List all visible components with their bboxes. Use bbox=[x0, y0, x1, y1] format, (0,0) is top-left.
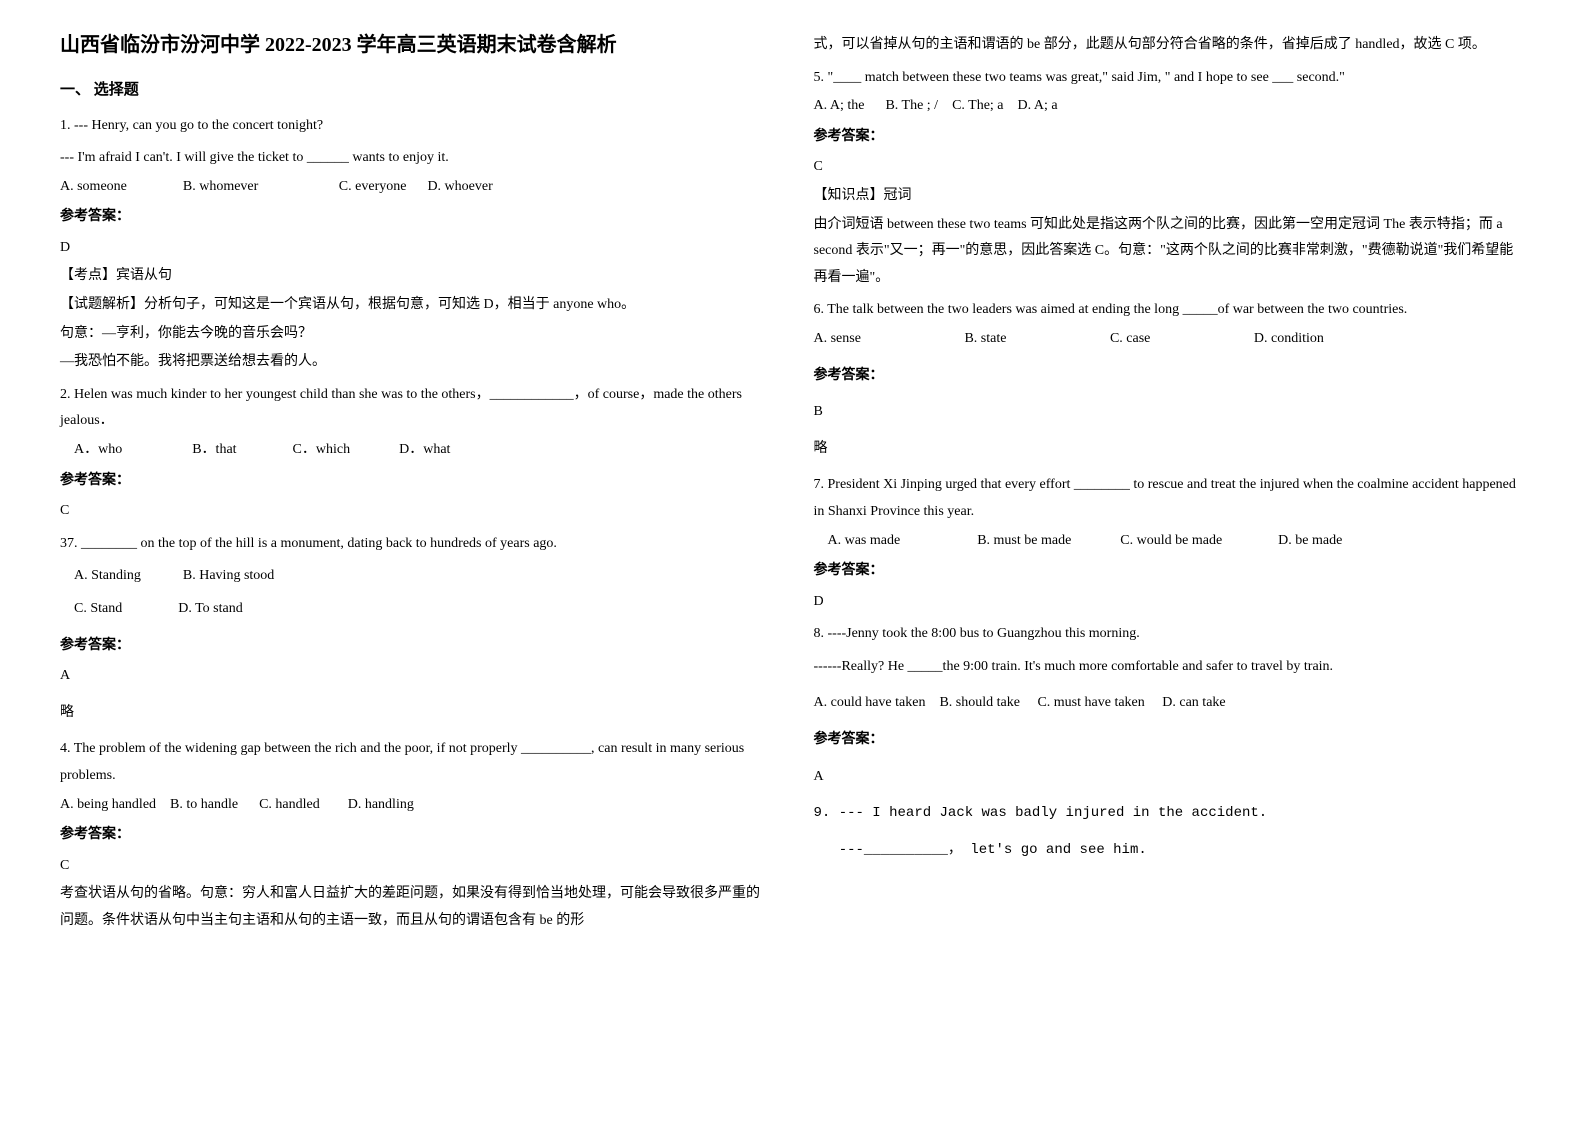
q1-answer-label: 参考答案： bbox=[60, 204, 774, 231]
q5-exp1: 【知识点】冠词 bbox=[814, 183, 1528, 210]
q5-exp2: 由介词短语 between these two teams 可知此处是指这两个队… bbox=[814, 212, 1528, 292]
q5-answer-label: 参考答案： bbox=[814, 124, 1528, 151]
q37-answer: A bbox=[60, 663, 774, 690]
q8-line1: 8. ----Jenny took the 8:00 bus to Guangz… bbox=[814, 621, 1528, 648]
q37-text: 37. ________ on the top of the hill is a… bbox=[60, 531, 774, 558]
q37-options-ab: A. Standing B. Having stood bbox=[60, 563, 774, 590]
q6-opt-d: D. condition bbox=[1254, 326, 1324, 353]
q4-options: A. being handled B. to handle C. handled… bbox=[60, 792, 774, 819]
q6-options: A. sense B. state C. case D. condition bbox=[814, 326, 1528, 353]
q1-line2: --- I'm afraid I can't. I will give the … bbox=[60, 145, 774, 172]
q5-answer: C bbox=[814, 154, 1528, 181]
q9-line1: 9. --- I heard Jack was badly injured in… bbox=[814, 800, 1528, 827]
left-column: 山西省临汾市汾河中学 2022-2023 学年高三英语期末试卷含解析 一、 选择… bbox=[40, 30, 794, 1092]
q6-opt-b: B. state bbox=[964, 326, 1006, 353]
q5-text: 5. "____ match between these two teams w… bbox=[814, 65, 1528, 92]
q6-opt-a: A. sense bbox=[814, 326, 861, 353]
q8-line2: ------Really? He _____the 9:00 train. It… bbox=[814, 654, 1528, 681]
q1-exp2: 【试题解析】分析句子，可知这是一个宾语从句，根据句意，可知选 D，相当于 any… bbox=[60, 292, 774, 319]
q1-exp4: —我恐怕不能。我将把票送给想去看的人。 bbox=[60, 349, 774, 376]
q2-text: 2. Helen was much kinder to her youngest… bbox=[60, 382, 774, 435]
q2-options: A．who B．that C．which D．what bbox=[60, 437, 774, 464]
q6-exp: 略 bbox=[814, 436, 1528, 463]
q37-exp: 略 bbox=[60, 700, 774, 727]
q1-exp3: 句意：—亨利，你能去今晚的音乐会吗？ bbox=[60, 321, 774, 348]
q4-answer-label: 参考答案： bbox=[60, 822, 774, 849]
right-column: 式，可以省掉从句的主语和谓语的 be 部分，此题从句部分符合省略的条件，省掉后成… bbox=[794, 30, 1548, 1092]
q7-answer: D bbox=[814, 589, 1528, 616]
q7-answer-label: 参考答案： bbox=[814, 558, 1528, 585]
q2-answer-label: 参考答案： bbox=[60, 468, 774, 495]
q8-options: A. could have taken B. should take C. mu… bbox=[814, 690, 1528, 717]
q8-answer-label: 参考答案： bbox=[814, 727, 1528, 754]
q5-options: A. A; the B. The ; / C. The; a D. A; a bbox=[814, 93, 1528, 120]
q4-exp1: 考查状语从句的省略。句意：穷人和富人日益扩大的差距问题，如果没有得到恰当地处理，… bbox=[60, 881, 774, 934]
q4-text: 4. The problem of the widening gap betwe… bbox=[60, 736, 774, 789]
q7-text: 7. President Xi Jinping urged that every… bbox=[814, 472, 1528, 525]
q37-answer-label: 参考答案： bbox=[60, 633, 774, 660]
q1-exp1: 【考点】宾语从句 bbox=[60, 263, 774, 290]
q6-answer-label: 参考答案： bbox=[814, 363, 1528, 390]
q4-answer: C bbox=[60, 853, 774, 880]
q1-line1: 1. --- Henry, can you go to the concert … bbox=[60, 113, 774, 140]
q6-opt-c: C. case bbox=[1110, 326, 1150, 353]
q6-text: 6. The talk between the two leaders was … bbox=[814, 297, 1528, 324]
q9-line2: ---__________， let's go and see him. bbox=[814, 837, 1528, 864]
q6-answer: B bbox=[814, 399, 1528, 426]
q8-answer: A bbox=[814, 764, 1528, 791]
q1-options: A. someone B. whomever C. everyone D. wh… bbox=[60, 174, 774, 201]
q2-answer: C bbox=[60, 498, 774, 525]
q4-cont: 式，可以省掉从句的主语和谓语的 be 部分，此题从句部分符合省略的条件，省掉后成… bbox=[814, 32, 1528, 59]
document-title: 山西省临汾市汾河中学 2022-2023 学年高三英语期末试卷含解析 bbox=[60, 30, 774, 60]
q1-answer: D bbox=[60, 235, 774, 262]
section-heading: 一、 选择题 bbox=[60, 76, 774, 105]
q37-options-cd: C. Stand D. To stand bbox=[60, 596, 774, 623]
q7-options: A. was made B. must be made C. would be … bbox=[814, 528, 1528, 555]
